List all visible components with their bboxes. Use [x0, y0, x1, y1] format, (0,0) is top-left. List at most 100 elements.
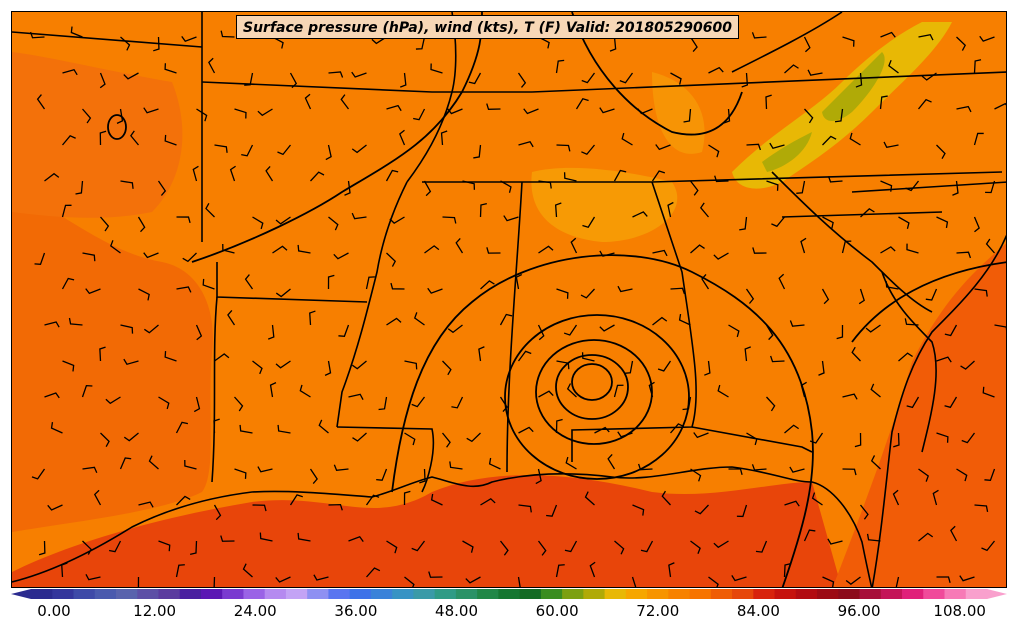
wind-barb	[257, 108, 273, 117]
wind-barb	[784, 500, 800, 507]
wind-barb	[803, 36, 811, 53]
colorbar-segment	[307, 589, 329, 599]
colorbar-segment	[689, 589, 712, 599]
wind-barb	[196, 108, 208, 122]
wind-barb	[62, 134, 76, 146]
wind-barb	[865, 324, 881, 333]
wind-barb	[784, 424, 799, 434]
colorbar-segment	[434, 589, 457, 599]
wind-barb	[327, 274, 335, 290]
wind-barb	[309, 468, 318, 484]
wind-barb	[289, 72, 298, 89]
wind-barb	[328, 503, 343, 511]
wind-barb	[318, 419, 329, 434]
isobar-7	[571, 12, 743, 136]
colorbar-segment	[604, 589, 627, 599]
wind-barb	[386, 540, 398, 554]
wind-barb	[486, 103, 501, 110]
colorbar-segment	[328, 589, 351, 599]
wind-barb	[428, 571, 443, 578]
wind-barb	[960, 360, 975, 370]
colorbar-extend-high	[987, 589, 1007, 599]
wind-barb	[621, 132, 633, 146]
wind-barb	[518, 504, 532, 513]
colorbar-segment	[477, 589, 499, 599]
wind-barb	[252, 360, 263, 375]
wind-barb	[690, 468, 702, 482]
wind-barb	[328, 216, 339, 231]
wind-barb	[455, 237, 464, 254]
temperature-warm-west	[12, 192, 213, 532]
wind-barb	[310, 171, 325, 182]
wind-barb	[404, 576, 415, 587]
wind-barb	[344, 180, 351, 196]
wind-barb	[214, 144, 228, 153]
wind-barb	[906, 396, 920, 409]
wind-barb	[143, 107, 159, 114]
wind-barb	[834, 108, 844, 123]
wind-barb	[234, 108, 247, 119]
colorbar-tick-label: 0.00	[37, 602, 71, 620]
wind-barb	[809, 432, 824, 444]
wind-barb	[376, 468, 388, 481]
wind-barb	[120, 180, 134, 189]
colorbar-segment	[944, 589, 967, 599]
wind-barb	[789, 466, 805, 473]
wind-barb	[936, 216, 949, 229]
wind-barb	[678, 313, 691, 326]
colorbar-segment	[562, 589, 584, 599]
colorbar-segment	[31, 589, 53, 599]
colorbar-segment	[370, 589, 393, 599]
wind-barb	[537, 540, 547, 556]
wind-barb	[137, 576, 140, 587]
wind-barb	[918, 34, 934, 41]
colorbar-segment	[880, 589, 903, 599]
wind-barb	[906, 243, 919, 254]
wind-barb	[192, 165, 199, 182]
wind-barb	[617, 285, 633, 293]
wind-barb	[138, 501, 154, 508]
colorbar-tick-label: 108.00	[933, 602, 986, 620]
wind-barb	[581, 144, 596, 156]
wind-barb	[651, 170, 666, 182]
wind-barb	[451, 396, 464, 409]
wind-barb	[229, 165, 236, 182]
wind-barb	[974, 288, 988, 297]
wind-barb	[297, 244, 311, 254]
map-title: Surface pressure (hPa), wind (kts), T (F…	[236, 15, 740, 39]
wind-barb	[784, 64, 799, 74]
wind-barb	[581, 72, 596, 84]
wind-barb	[385, 169, 399, 182]
wind-barb	[325, 144, 332, 161]
wind-barb	[708, 576, 719, 587]
wind-barb	[404, 360, 418, 370]
wind-barb	[974, 504, 989, 513]
wind-barb	[234, 468, 247, 479]
wind-barb	[227, 310, 236, 326]
colorbar-segment	[647, 589, 669, 599]
temperature-cool-ridge-core	[822, 52, 885, 121]
wind-barb	[403, 490, 411, 506]
wind-barb	[480, 497, 496, 506]
wind-barb	[885, 280, 899, 290]
colorbar-segment	[965, 589, 988, 599]
wind-barb	[745, 288, 755, 304]
wind-barb	[299, 384, 311, 398]
wind-barb	[81, 384, 93, 398]
wind-barb	[175, 421, 189, 434]
wind-barb	[123, 72, 139, 80]
wind-barb	[99, 346, 106, 362]
wind-barb	[888, 59, 899, 74]
wind-barb	[556, 288, 569, 299]
wind-barb	[47, 504, 63, 511]
wind-barb	[62, 68, 78, 76]
wind-barb	[44, 392, 60, 399]
wind-barb	[386, 252, 397, 267]
colorbar-segment	[285, 589, 308, 599]
wind-barb	[137, 216, 146, 233]
wind-barb	[220, 30, 235, 38]
wind-barb	[842, 468, 857, 476]
wind-barb	[717, 384, 729, 398]
wind-barb	[480, 280, 495, 290]
wind-barbs	[29, 21, 1006, 587]
